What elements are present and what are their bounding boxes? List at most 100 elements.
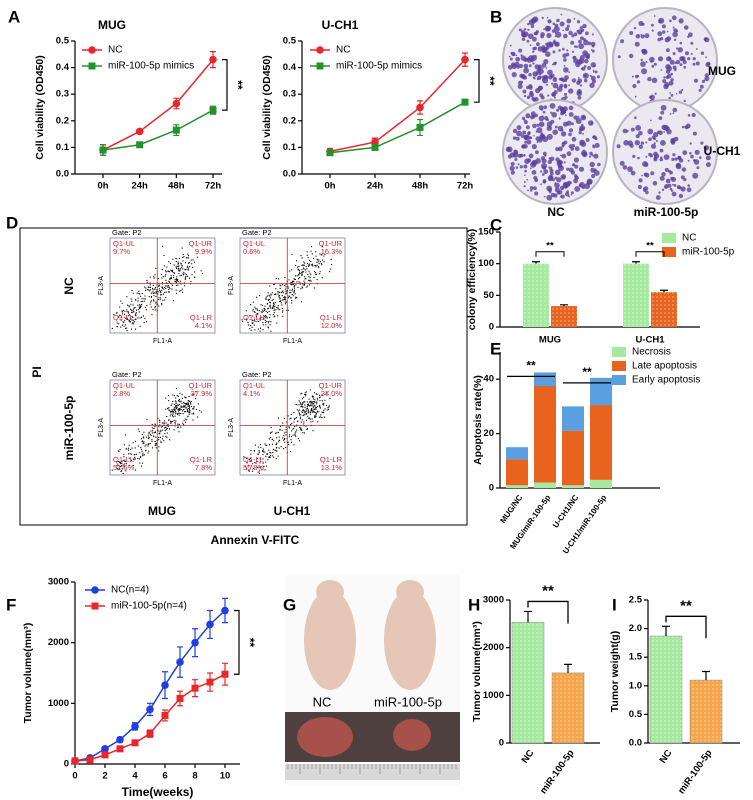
event-dot bbox=[184, 396, 186, 398]
significance-bracket bbox=[234, 609, 240, 675]
event-dot bbox=[158, 430, 160, 432]
y-tick-label: 0.3 bbox=[56, 89, 69, 100]
event-dot bbox=[270, 427, 272, 429]
event-dot bbox=[163, 420, 165, 422]
event-dot bbox=[265, 444, 267, 446]
event-dot bbox=[306, 268, 308, 270]
event-dot bbox=[163, 440, 165, 442]
legend-label: miR-100-5p mimics bbox=[336, 61, 422, 72]
event-dot bbox=[257, 471, 259, 473]
event-dot bbox=[163, 254, 165, 256]
colony bbox=[580, 28, 585, 32]
legend-swatch bbox=[662, 247, 676, 257]
event-dot bbox=[269, 305, 271, 307]
colony bbox=[541, 16, 544, 19]
event-dot bbox=[134, 440, 136, 442]
event-dot bbox=[312, 396, 314, 398]
event-dot bbox=[285, 434, 287, 436]
event-dot bbox=[193, 407, 195, 409]
event-dot bbox=[279, 428, 281, 430]
event-dot bbox=[292, 281, 294, 283]
event-dot bbox=[299, 416, 301, 418]
marker bbox=[416, 103, 424, 112]
colony bbox=[573, 115, 578, 120]
significance-label: ** bbox=[526, 359, 536, 373]
event-dot bbox=[119, 449, 121, 451]
event-dot bbox=[270, 307, 272, 309]
event-dot bbox=[135, 313, 137, 315]
event-dot bbox=[119, 462, 121, 464]
event-dot bbox=[323, 261, 325, 263]
event-dot bbox=[138, 292, 140, 294]
colony bbox=[532, 160, 536, 164]
colony bbox=[669, 92, 672, 94]
event-dot bbox=[298, 278, 300, 280]
event-dot bbox=[280, 446, 282, 448]
colony bbox=[543, 105, 548, 110]
event-dot bbox=[330, 258, 332, 260]
event-dot bbox=[165, 274, 167, 276]
event-dot bbox=[259, 470, 261, 472]
colony bbox=[634, 41, 640, 47]
colony bbox=[559, 154, 562, 157]
colony bbox=[590, 75, 596, 81]
colony bbox=[652, 181, 658, 186]
colony bbox=[554, 182, 560, 189]
colony bbox=[523, 143, 528, 149]
x-tick-label: 4 bbox=[132, 771, 138, 782]
event-dot bbox=[135, 299, 137, 301]
colony bbox=[672, 153, 676, 157]
colony bbox=[533, 186, 537, 191]
colony bbox=[553, 96, 556, 99]
event-dot bbox=[319, 253, 321, 255]
event-dot bbox=[173, 407, 175, 409]
marker bbox=[86, 756, 94, 764]
colony bbox=[687, 159, 690, 162]
event-dot bbox=[301, 274, 303, 276]
colony bbox=[509, 57, 513, 61]
colony bbox=[532, 62, 535, 65]
event-dot bbox=[314, 399, 316, 401]
colony bbox=[522, 75, 527, 80]
x-tick-label: 6 bbox=[162, 771, 167, 782]
event-dot bbox=[153, 295, 155, 297]
event-dot bbox=[153, 435, 155, 437]
event-dot bbox=[270, 432, 272, 434]
event-dot bbox=[158, 439, 160, 441]
event-dot bbox=[264, 307, 266, 309]
colony bbox=[556, 177, 562, 183]
colony bbox=[578, 183, 582, 188]
y-tick-label: 0.5 bbox=[629, 709, 643, 720]
y-tick-label: 0 bbox=[64, 759, 69, 770]
event-dot bbox=[163, 427, 165, 429]
event-dot bbox=[270, 293, 272, 295]
colony bbox=[655, 195, 661, 200]
event-dot bbox=[280, 285, 282, 287]
event-dot bbox=[128, 449, 130, 451]
colony bbox=[638, 178, 643, 183]
event-dot bbox=[309, 405, 311, 407]
colony bbox=[570, 191, 574, 195]
colony bbox=[527, 158, 532, 163]
event-dot bbox=[315, 414, 317, 416]
event-dot bbox=[178, 410, 180, 412]
marker bbox=[461, 55, 469, 64]
event-dot bbox=[152, 299, 154, 301]
event-dot bbox=[186, 410, 188, 412]
event-dot bbox=[312, 265, 314, 267]
event-dot bbox=[175, 420, 177, 422]
event-dot bbox=[316, 264, 318, 266]
event-dot bbox=[167, 428, 169, 430]
event-dot bbox=[320, 263, 322, 265]
event-dot bbox=[304, 404, 306, 406]
event-dot bbox=[153, 432, 155, 434]
event-dot bbox=[153, 300, 155, 302]
event-dot bbox=[183, 411, 185, 413]
event-dot bbox=[298, 400, 300, 402]
event-dot bbox=[164, 433, 166, 435]
event-dot bbox=[182, 254, 184, 256]
colony bbox=[636, 74, 640, 78]
x-tick-label: 72h bbox=[205, 181, 222, 192]
event-dot bbox=[152, 308, 154, 310]
event-dot bbox=[175, 278, 177, 280]
